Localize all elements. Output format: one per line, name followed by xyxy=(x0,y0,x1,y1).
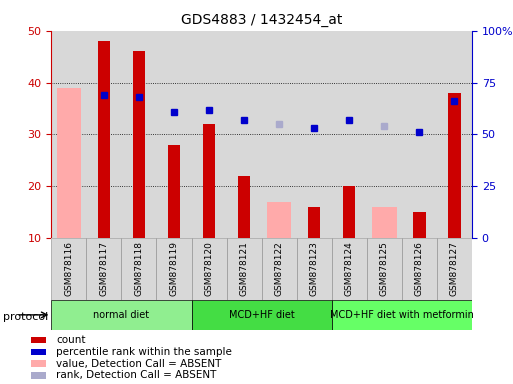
Bar xyxy=(238,176,250,238)
Bar xyxy=(191,300,332,330)
Bar xyxy=(133,51,145,238)
Bar xyxy=(332,238,367,300)
Bar xyxy=(191,238,227,300)
Bar xyxy=(56,88,81,238)
Bar xyxy=(86,238,122,300)
Bar xyxy=(86,31,122,238)
Bar xyxy=(156,238,191,300)
Text: GSM878119: GSM878119 xyxy=(169,241,179,296)
Text: rank, Detection Call = ABSENT: rank, Detection Call = ABSENT xyxy=(56,371,217,381)
Text: GSM878124: GSM878124 xyxy=(345,241,354,296)
Bar xyxy=(191,31,227,238)
Bar xyxy=(122,238,156,300)
Bar xyxy=(367,238,402,300)
Bar xyxy=(262,238,297,300)
Text: count: count xyxy=(56,335,86,345)
Bar xyxy=(437,31,472,238)
Bar xyxy=(31,360,46,367)
Bar xyxy=(448,93,461,238)
Text: GSM878125: GSM878125 xyxy=(380,241,389,296)
Bar xyxy=(156,31,191,238)
Bar xyxy=(191,238,227,300)
Bar xyxy=(51,31,86,238)
Bar xyxy=(98,41,110,238)
Text: percentile rank within the sample: percentile rank within the sample xyxy=(56,347,232,357)
Bar xyxy=(51,238,86,300)
Bar xyxy=(262,238,297,300)
Bar xyxy=(402,31,437,238)
Text: GSM878127: GSM878127 xyxy=(450,241,459,296)
Text: GSM878118: GSM878118 xyxy=(134,241,144,296)
Bar xyxy=(332,300,472,330)
Text: MCD+HF diet: MCD+HF diet xyxy=(229,310,294,320)
Bar xyxy=(437,238,472,300)
Bar xyxy=(31,337,46,343)
Text: GSM878116: GSM878116 xyxy=(64,241,73,296)
Bar xyxy=(297,238,332,300)
Bar xyxy=(31,349,46,355)
Text: GSM878122: GSM878122 xyxy=(274,241,284,296)
Bar xyxy=(51,300,191,330)
Bar xyxy=(413,212,425,238)
Bar xyxy=(297,31,332,238)
Bar xyxy=(308,207,320,238)
Text: GSM878117: GSM878117 xyxy=(100,241,108,296)
Text: GSM878120: GSM878120 xyxy=(205,241,213,296)
Bar xyxy=(262,31,297,238)
Bar xyxy=(402,238,437,300)
Text: GSM878126: GSM878126 xyxy=(415,241,424,296)
Bar xyxy=(343,186,356,238)
Bar xyxy=(372,207,397,238)
Bar xyxy=(402,238,437,300)
Text: MCD+HF diet with metformin: MCD+HF diet with metformin xyxy=(330,310,474,320)
Bar xyxy=(332,238,367,300)
Bar xyxy=(297,238,332,300)
Bar xyxy=(227,31,262,238)
Bar xyxy=(332,31,367,238)
Text: GSM878123: GSM878123 xyxy=(310,241,319,296)
Bar xyxy=(437,238,472,300)
Bar xyxy=(227,238,262,300)
Bar xyxy=(367,31,402,238)
Text: normal diet: normal diet xyxy=(93,310,149,320)
Bar xyxy=(86,238,122,300)
Bar xyxy=(122,31,156,238)
Text: protocol: protocol xyxy=(3,312,48,322)
Bar xyxy=(367,238,402,300)
Bar xyxy=(203,124,215,238)
Bar xyxy=(156,238,191,300)
Bar xyxy=(267,202,291,238)
Text: value, Detection Call = ABSENT: value, Detection Call = ABSENT xyxy=(56,359,222,369)
Bar xyxy=(168,145,180,238)
Bar xyxy=(227,238,262,300)
Bar xyxy=(51,238,86,300)
Title: GDS4883 / 1432454_at: GDS4883 / 1432454_at xyxy=(181,13,342,27)
Bar xyxy=(31,372,46,379)
Bar xyxy=(122,238,156,300)
Text: GSM878121: GSM878121 xyxy=(240,241,249,296)
